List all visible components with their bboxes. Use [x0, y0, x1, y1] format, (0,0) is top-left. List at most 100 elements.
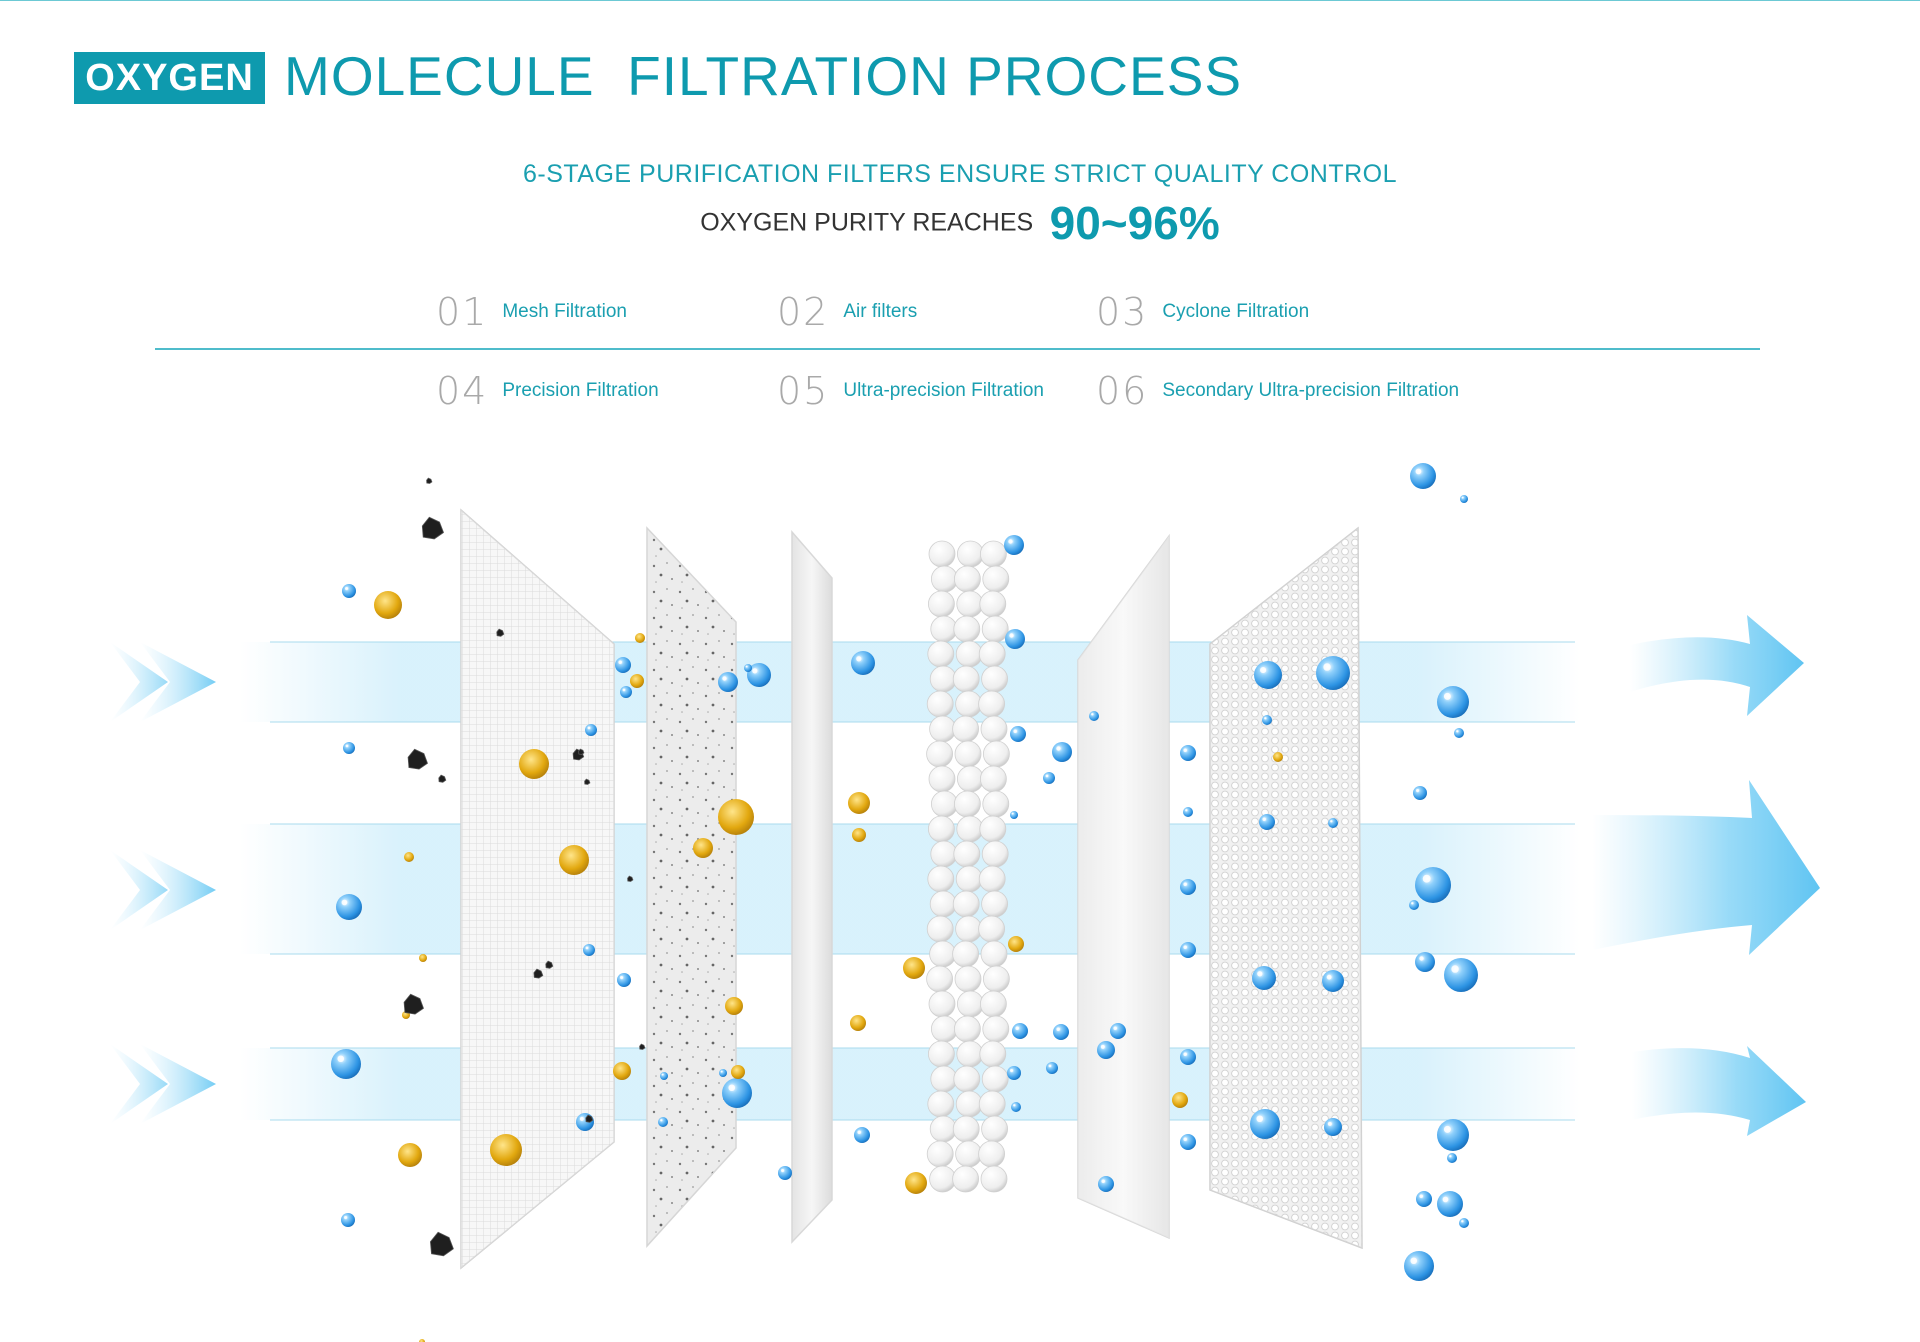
filter-ball: [928, 540, 956, 568]
filter-ball: [927, 640, 955, 668]
dust-particle: [903, 957, 925, 979]
oxygen-molecule: [1005, 629, 1025, 649]
arrow-right-icon: [1592, 780, 1820, 955]
carbon-particle: [421, 516, 444, 540]
oxygen-molecule: [1011, 1102, 1021, 1112]
oxygen-molecule: [343, 742, 355, 754]
oxygen-molecule: [1328, 818, 1338, 828]
dust-particle: [1273, 752, 1283, 762]
oxygen-molecule: [1252, 966, 1276, 990]
filter-ball: [927, 865, 955, 893]
stage-label: Mesh Filtration: [502, 301, 627, 322]
oxygen-molecule: [1322, 970, 1344, 992]
carbon-particle: [578, 748, 585, 755]
oxygen-molecule: [1183, 807, 1193, 817]
oxygen-molecule: [1460, 495, 1468, 503]
oxygen-molecule: [1413, 786, 1427, 800]
subtitle: 6-STAGE PURIFICATION FILTERS ENSURE STRI…: [522, 160, 1398, 188]
filter-ball: [981, 840, 1009, 868]
oxygen-molecule: [341, 1213, 355, 1227]
oxygen-molecule: [620, 686, 632, 698]
purity-label: OXYGEN PURITY REACHES: [700, 208, 1034, 237]
filter-panel-secondary-ultra-precision: [1209, 526, 1363, 1250]
oxygen-molecule: [1180, 1049, 1196, 1065]
oxygen-molecule: [851, 651, 875, 675]
filter-ball: [957, 540, 984, 568]
oxygen-molecule: [1098, 1176, 1114, 1192]
oxygen-molecule: [1324, 1118, 1342, 1136]
oxygen-molecule: [585, 724, 597, 736]
arrow-right-icon: [1630, 615, 1804, 716]
oxygen-molecule: [342, 584, 356, 598]
filter-ball: [983, 965, 1010, 993]
oxygen-molecule: [747, 663, 771, 687]
stage-number: 01: [436, 290, 489, 334]
stage-label: Air filters: [843, 301, 918, 322]
filter-ball: [980, 540, 1007, 568]
stage-4: 04 Precision Filtration: [436, 366, 659, 416]
filter-ball: [954, 740, 982, 768]
filter-ball: [930, 1065, 958, 1093]
filter-ball: [978, 690, 1005, 718]
filter-ball: [931, 1015, 958, 1043]
oxygen-molecule: [1010, 811, 1018, 819]
oxygen-molecule: [854, 1127, 870, 1143]
purity-line: OXYGEN PURITY REACHES 90~96%: [0, 196, 1920, 250]
filter-ball: [931, 565, 958, 593]
stage-2: 02 Air filters: [777, 287, 917, 337]
filter-panel-air: [646, 526, 737, 1248]
filter-ball: [952, 1165, 979, 1193]
oxygen-molecule: [1250, 1109, 1280, 1139]
oxygen-molecule: [1007, 1066, 1021, 1080]
oxygen-molecule: [1053, 1024, 1069, 1040]
particles: [331, 463, 1478, 1342]
oxygen-molecule: [778, 1166, 792, 1180]
filter-panel-ultra-precision: [1077, 533, 1170, 1240]
dust-particle: [731, 1065, 745, 1079]
filter-ball: [953, 840, 981, 868]
carbon-particle: [545, 960, 554, 969]
airflow-band: [240, 1048, 1580, 1120]
oxygen-molecule: [1097, 1041, 1115, 1059]
stage-5: 05 Ultra-precision Filtration: [777, 366, 1044, 416]
filter-ball: [982, 565, 1010, 593]
oxygen-molecule: [1012, 1023, 1028, 1039]
filter-ball: [979, 1040, 1007, 1068]
filter-ball: [955, 1090, 983, 1118]
oxygen-molecule: [1459, 1218, 1469, 1228]
dust-particle: [419, 954, 427, 962]
filter-ball: [926, 690, 954, 718]
dust-particle: [559, 845, 589, 875]
filter-ball: [929, 665, 957, 693]
filter-ball: [955, 1140, 982, 1168]
oxygen-molecule: [1415, 867, 1451, 903]
stage-3: 03 Cyclone Filtration: [1096, 287, 1309, 337]
oxygen-molecule: [1043, 772, 1055, 784]
filter-ball: [928, 765, 956, 793]
filter-ball: [953, 615, 981, 643]
filter-ball: [955, 690, 982, 718]
filter-ball: [978, 1090, 1006, 1118]
filter-ball: [980, 765, 1007, 793]
filter-ball: [928, 990, 956, 1018]
filter-ball: [978, 640, 1006, 668]
oxygen-molecule: [576, 1113, 594, 1131]
oxygen-molecule: [1437, 1191, 1463, 1217]
oxygen-molecule: [1254, 661, 1282, 689]
dust-particle: [630, 674, 644, 688]
filter-panel-precision: [926, 540, 1010, 1193]
stage-1: 01 Mesh Filtration: [436, 287, 627, 337]
oxygen-molecule: [718, 672, 738, 692]
filter-ball: [954, 565, 981, 593]
dust-particle: [1008, 936, 1024, 952]
stage-divider: [155, 348, 1760, 350]
oxygen-molecule: [722, 1078, 752, 1108]
dust-particle: [718, 799, 754, 835]
oxygen-molecule: [1316, 656, 1350, 690]
filter-ball: [929, 940, 956, 968]
carbon-particle: [627, 875, 634, 882]
oxygen-molecule: [1046, 1062, 1058, 1074]
filter-ball: [978, 1140, 1005, 1168]
oxygen-molecule: [1437, 686, 1469, 718]
airflow-band: [240, 824, 1580, 954]
